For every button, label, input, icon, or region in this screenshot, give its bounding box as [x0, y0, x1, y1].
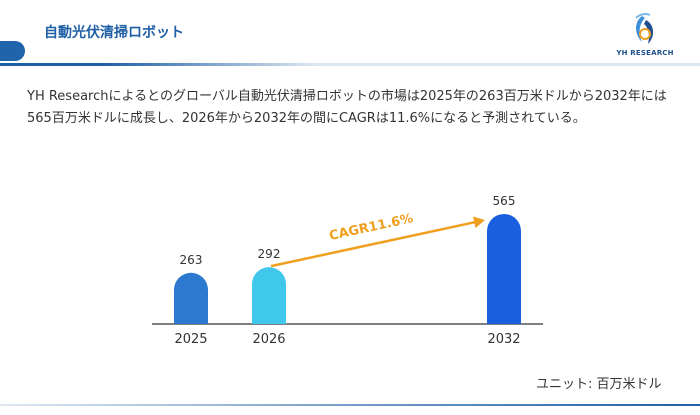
- cagr-arrow-head: [472, 216, 485, 229]
- logo: YH RESEARCH: [612, 12, 678, 62]
- header-divider: [0, 63, 700, 66]
- page-title: 自動光伏清掃ロボット: [44, 25, 184, 41]
- header: 自動光伏清掃ロボット YH RESEARCH: [0, 0, 700, 68]
- value-label-2025: 263: [180, 253, 203, 267]
- bar-2026: [252, 267, 286, 324]
- value-label-2026: 292: [258, 247, 281, 261]
- x-tick-label-2025: 2025: [174, 332, 207, 347]
- x-tick-label-2026: 2026: [252, 332, 285, 347]
- cagr-arrow-line: [270, 220, 478, 268]
- bar-2025: [174, 272, 208, 324]
- x-tick-label-2032: 2032: [487, 332, 520, 347]
- logo-mark-icon: [635, 13, 654, 44]
- logo-text: YH RESEARCH: [616, 49, 674, 57]
- title-accent: [0, 41, 25, 61]
- footer-divider: [0, 404, 700, 406]
- unit-label: ユニット: 百万米ドル: [536, 377, 662, 392]
- bar-2032: [487, 214, 521, 324]
- market-description: YH Researchによるとのグローバル自動光伏清掃ロボットの市場は2025年…: [27, 89, 667, 126]
- value-label-2032: 565: [493, 194, 516, 208]
